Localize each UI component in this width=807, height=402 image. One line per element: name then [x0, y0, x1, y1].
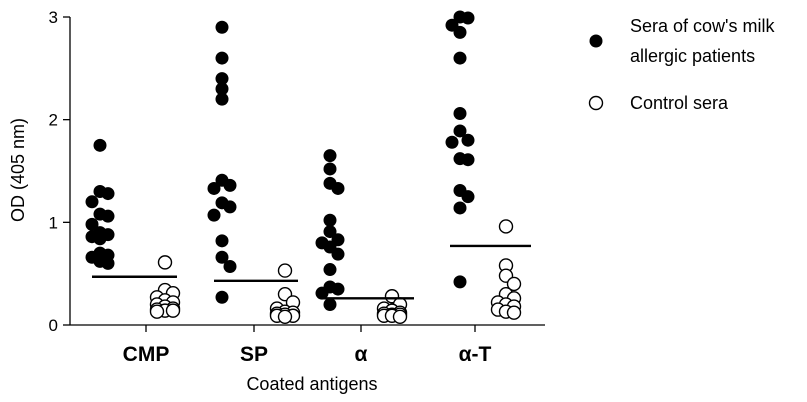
data-point-patient [93, 232, 107, 246]
category-label: α-T [459, 343, 492, 366]
chart-labels: Coated antigens OD (405 nm) CMP SP α α-T [8, 118, 492, 394]
data-point-patient [323, 149, 337, 163]
data-point-patient [323, 213, 337, 227]
data-point-patient [215, 234, 229, 248]
axes: 0 1 2 3 [49, 8, 545, 335]
y-axis-title: OD (405 nm) [8, 118, 28, 222]
data-point-patient [101, 256, 115, 270]
data-point-patient [215, 51, 229, 65]
data-point-control [506, 305, 522, 320]
data-point-patient [223, 259, 237, 273]
data-point-control [277, 309, 293, 324]
data-point-patient [323, 162, 337, 176]
data-point-patient [453, 51, 467, 65]
data-point-patient [85, 195, 99, 209]
data-point-patient [453, 25, 467, 39]
data-point-patient [215, 92, 229, 106]
data-point-patient [223, 200, 237, 214]
data-point-patient [331, 282, 345, 296]
data-point-patient [215, 82, 229, 96]
legend-marker-controls [588, 95, 604, 111]
data-point-patient [207, 208, 221, 222]
data-point-control [277, 263, 293, 278]
legend-label-controls: Control sera [630, 93, 729, 113]
data-point-control [506, 276, 522, 292]
data-point-patient [215, 250, 229, 264]
legend-marker-patients [589, 34, 603, 48]
data-point-patient [461, 133, 475, 147]
data-point-patient [85, 217, 99, 231]
data-point-patient [453, 201, 467, 215]
data-point-control [149, 304, 165, 319]
y-tick-label: 1 [49, 213, 58, 232]
data-point-patient [223, 178, 237, 192]
data-point-patient [453, 275, 467, 289]
data-point-patient [93, 138, 107, 152]
data-point-patient [323, 263, 337, 277]
x-axis-title: Coated antigens [246, 374, 377, 394]
data-point-patient [461, 153, 475, 167]
data-point-patient [461, 11, 475, 25]
data-point-patient [215, 290, 229, 304]
data-point-patient [215, 20, 229, 34]
data-point-patient [453, 107, 467, 121]
y-tick-label: 2 [49, 111, 58, 130]
data-point-control [392, 309, 408, 324]
data-point-patient [445, 135, 459, 149]
legend-label-patients-line2: allergic patients [630, 46, 755, 66]
category-label: α [355, 343, 368, 366]
data-point-patient [315, 286, 329, 300]
data-point-patient [101, 209, 115, 223]
category-label: SP [240, 343, 268, 366]
data-point-control [157, 255, 173, 270]
data-point-patient [101, 187, 115, 201]
data-point-patient [215, 72, 229, 86]
y-tick-label: 0 [49, 316, 58, 335]
data-point-patient [323, 225, 337, 239]
data-point-patient [207, 181, 221, 195]
legend: Sera of cow's milk allergic patients Con… [588, 16, 775, 113]
data-point-patient [453, 124, 467, 138]
chart-marks [85, 10, 531, 324]
data-point-patient [331, 247, 345, 261]
data-point-patient [461, 190, 475, 204]
data-point-control [165, 303, 181, 318]
data-point-patient [323, 297, 337, 311]
category-label: CMP [123, 343, 170, 366]
legend-label-patients-line1: Sera of cow's milk [630, 16, 775, 36]
y-tick-label: 3 [49, 8, 58, 27]
data-point-patient [331, 181, 345, 195]
data-point-control [498, 219, 514, 234]
